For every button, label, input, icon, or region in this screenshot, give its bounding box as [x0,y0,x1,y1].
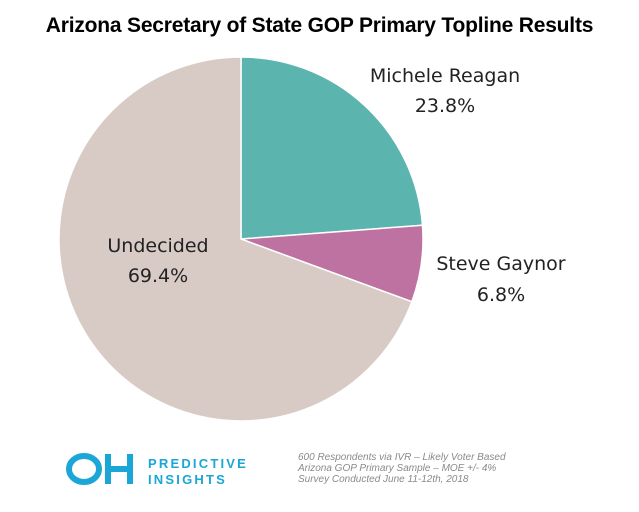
pie-slice-undecided [58,56,413,422]
slice-label-undecided-name: Undecided [107,235,208,257]
chart-title: Arizona Secretary of State GOP Primary T… [45,14,594,37]
logo-word-predictive: PREDICTIVE [148,456,248,471]
slice-label-steve-gaynor-value: 6.8% [477,284,525,306]
footnote-line-1: 600 Respondents via IVR – Likely Voter B… [298,452,506,463]
footnote-line-2: Arizona GOP Primary Sample – MOE +/- 4% [298,463,497,474]
slice-label-undecided-value: 69.4% [128,265,188,287]
footnote-line-3: Survey Conducted June 11-12th, 2018 [298,474,469,485]
slice-label-michele-reagan-value: 23.8% [415,95,475,117]
pie-slice-michele-reagan [240,56,424,240]
predictive-insights-logo: PREDICTIVE INSIGHTS [66,453,248,487]
pie-slices [58,56,424,422]
survey-footnote: 600 Respondents via IVR – Likely Voter B… [298,452,506,485]
slice-label-steve-gaynor-name: Steve Gaynor [436,253,565,275]
logo-word-insights: INSIGHTS [148,472,227,487]
slice-label-michele-reagan-name: Michele Reagan [370,65,520,87]
oh-logo-mark [66,453,133,485]
